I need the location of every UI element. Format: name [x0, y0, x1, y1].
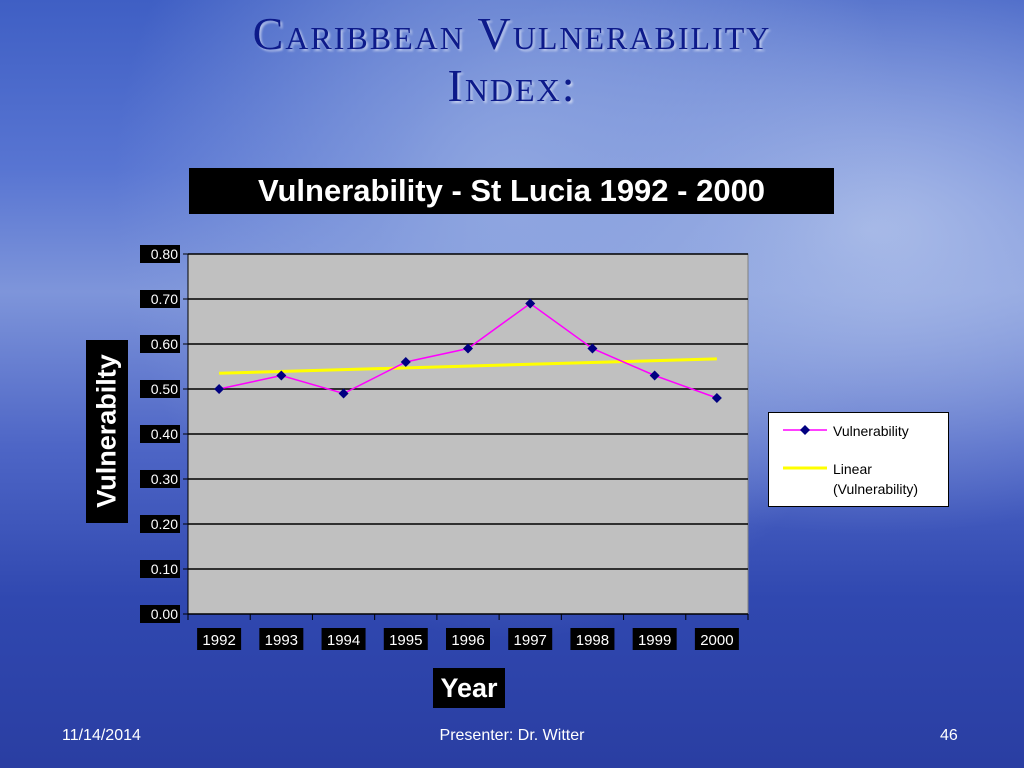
- legend-label-vulnerability: Vulnerability: [833, 423, 909, 439]
- y-tick-label: 0.60: [151, 336, 178, 352]
- y-tick-label: 0.40: [151, 426, 178, 442]
- x-tick-label: 1993: [265, 632, 298, 649]
- y-tick-label-bg: [140, 380, 180, 398]
- x-tick-label-bg: [197, 628, 242, 650]
- x-tick-label: 1999: [638, 632, 671, 649]
- slide-title-line-2: Index:: [447, 60, 577, 111]
- x-tick-label-bg: [694, 628, 739, 650]
- y-tick-label: 0.00: [151, 606, 178, 622]
- legend-label-linear: Linear (Vulnerability): [833, 461, 919, 497]
- footer-date: 11/14/2014: [62, 727, 141, 744]
- legend-item-linear: Linear (Vulnerability): [781, 459, 918, 499]
- x-tick-label-bg: [383, 628, 428, 650]
- footer-page-number: 46: [940, 727, 958, 744]
- legend-item-vulnerability: Vulnerability: [781, 421, 909, 441]
- x-tick-label: 1996: [451, 632, 484, 649]
- y-tick-label-bg: [140, 560, 180, 578]
- data-point-vulnerability: [463, 343, 473, 354]
- y-tick-label: 0.20: [151, 516, 178, 532]
- chart-legend: Vulnerability Linear (Vulnerability): [768, 412, 949, 507]
- y-axis-label: Vulnerabilty: [91, 354, 122, 508]
- data-point-vulnerability: [587, 343, 598, 354]
- y-tick-label-bg: [140, 335, 180, 353]
- y-tick-label: 0.30: [151, 471, 178, 487]
- y-tick-label-bg: [140, 470, 180, 488]
- y-tick-label: 0.80: [151, 246, 178, 262]
- data-point-vulnerability: [276, 370, 287, 381]
- x-tick-label: 1992: [202, 632, 235, 649]
- y-tick-label-bg: [140, 605, 180, 623]
- x-tick-label-bg: [321, 628, 366, 650]
- y-tick-label-bg: [140, 245, 180, 263]
- x-tick-label-bg: [570, 628, 615, 650]
- trendline-linear: [219, 357, 717, 375]
- legend-swatch-vulnerability: [781, 421, 829, 437]
- x-tick-label: 1994: [327, 632, 360, 649]
- y-tick-label: 0.10: [151, 561, 178, 577]
- x-tick-label: 1995: [389, 632, 422, 649]
- x-tick-label-bg: [259, 628, 304, 650]
- x-tick-label-bg: [632, 628, 677, 650]
- data-point-vulnerability: [400, 357, 411, 367]
- x-tick-label: 2000: [700, 632, 733, 649]
- data-point-vulnerability: [711, 393, 722, 403]
- slide-title-line-1: Caribbean Vulnerability: [252, 8, 772, 59]
- x-tick-label-bg: [508, 628, 553, 650]
- footer-presenter: Presenter: Dr. Witter: [439, 727, 585, 744]
- x-tick-label: 1997: [514, 632, 547, 649]
- x-tick-label: 1998: [576, 632, 609, 649]
- x-axis-label: Year: [433, 668, 505, 708]
- chart-title: Vulnerability - St Lucia 1992 - 2000: [189, 168, 834, 214]
- data-point-vulnerability: [214, 384, 225, 394]
- legend-swatch-linear: [781, 459, 829, 475]
- y-tick-label-bg: [140, 290, 180, 308]
- y-tick-label: 0.70: [151, 291, 178, 307]
- data-point-vulnerability: [649, 370, 660, 381]
- x-tick-label-bg: [446, 628, 490, 650]
- y-axis-label-box: [86, 340, 128, 523]
- data-point-vulnerability: [338, 388, 349, 399]
- slide-title: Caribbean Vulnerability Index:: [0, 8, 1024, 112]
- y-tick-label-bg: [140, 425, 180, 443]
- data-point-vulnerability: [525, 298, 536, 309]
- y-tick-label-bg: [140, 515, 180, 533]
- y-tick-label: 0.50: [151, 381, 178, 397]
